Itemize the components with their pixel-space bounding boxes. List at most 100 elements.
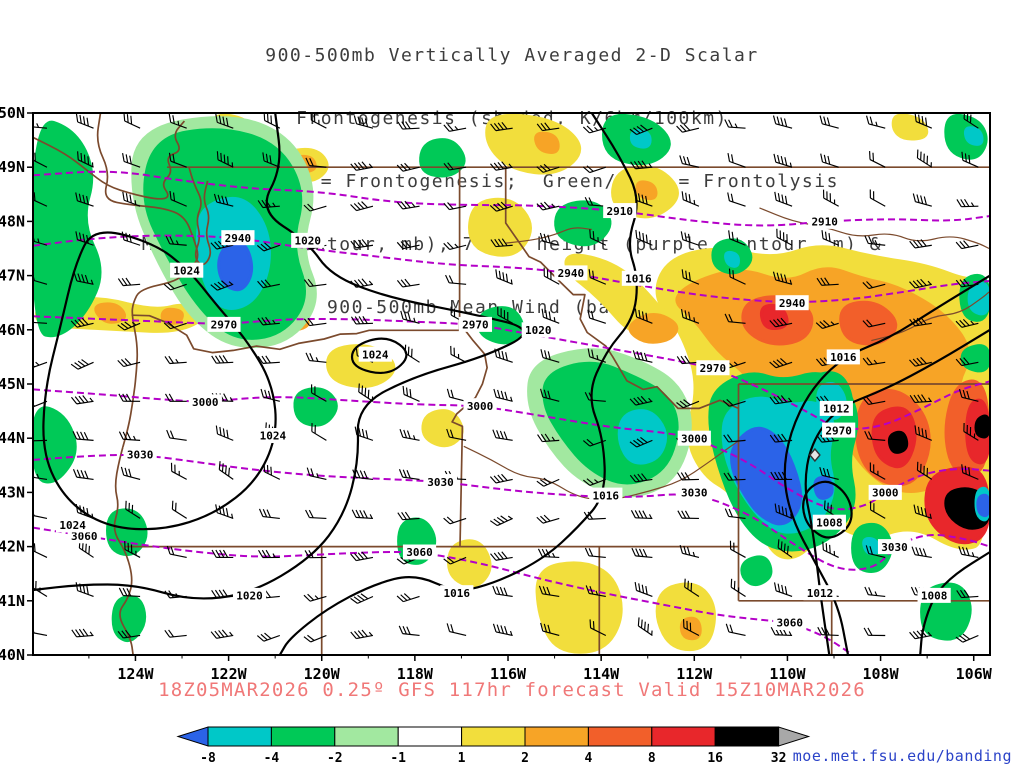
lat-tick-label: 50N [0,104,25,122]
wind-barb [396,162,420,172]
mslp-contour-label: 1012 [807,587,834,600]
wind-barb [729,540,746,558]
wind-barb [629,436,653,448]
wind-barb [769,395,793,405]
wind-barb [310,113,327,129]
wind-barb [961,464,979,480]
colorbar-tick-label: 2 [521,751,529,766]
wind-barb [446,623,467,637]
wind-barb [257,316,280,326]
height-contour-label-box [696,360,730,376]
height-contour-label: 2940 [779,297,806,310]
height-contour-label-box [603,203,637,219]
wind-barb [215,425,234,441]
mslp-contour-label-box [521,322,555,338]
height-contour-label: 3000 [467,400,494,413]
wind-barb [75,503,94,519]
wind-barb [166,545,187,559]
wind-barb [634,581,653,598]
wind-barb [211,355,234,364]
height-contour-label-box [808,213,842,229]
height-contour-label: 3030 [881,541,908,554]
wind-barb [727,192,746,207]
wind-barb [397,511,420,521]
wind-barb [70,359,94,370]
lat-tick-label: 46N [0,321,25,339]
wind-barb [955,633,979,643]
wind-barb [864,430,886,441]
wind-barb [584,392,606,402]
wind-barb [117,277,141,287]
mslp-contour-label: 1024 [59,519,86,532]
colorbar-left-arrow [176,726,209,747]
shaded-region-green [554,200,612,247]
height-contour-label: 2970 [211,319,238,332]
colorbar-tick-label: 1 [458,751,466,766]
wind-barb [443,123,467,132]
mslp-contour-label-box [358,346,392,362]
wind-barb [772,115,793,129]
wind-barb [122,153,141,168]
wind-barb [676,123,700,133]
colorbar-segment [397,726,463,747]
wind-barb [164,629,187,638]
colorbar-tick-label: 32 [771,751,787,766]
wind-barb [676,399,700,409]
mslp-contour-label-box [812,514,846,530]
colorbar-tick-label: 4 [584,751,592,766]
wind-barb [723,434,746,443]
wind-barb [820,153,839,168]
wind-barb [862,357,886,366]
mslp-contour-label: 1016 [593,489,620,502]
wind-barb [817,626,839,637]
wind-barb [303,203,327,212]
mslp-contour-label: 1024 [260,430,287,443]
wind-barb [676,355,699,365]
wind-barb [629,395,653,406]
wind-barb [536,163,560,173]
wind-barb [305,352,327,363]
wind-barb [632,350,653,363]
shaded-region-green [106,508,148,556]
colorbar-segment [587,726,653,747]
wind-barb [77,151,94,168]
mslp-contour-label: 1024 [173,264,200,277]
wind-barb [681,191,700,207]
wind-barb [629,124,653,136]
height-contour-label: 3030 [127,449,154,462]
credit-link[interactable]: moe.met.fsu.edu/banding [792,747,1012,765]
wind-barb [215,113,234,129]
wind-barb [263,463,281,480]
wind-barb [118,393,141,402]
wind-barb [543,267,560,285]
wind-barb [909,394,932,403]
height-contour-label-box [402,544,437,560]
shaded-region-black [974,414,990,439]
wind-barb [121,231,141,246]
mslp-contour-label: 1020 [525,324,552,337]
wind-barb [122,191,141,207]
height-contour-label: 3060 [71,530,98,543]
wind-barb [728,268,746,285]
wind-barb [169,191,187,207]
coastline [33,120,186,200]
wind-barb [680,309,700,324]
height-contour-label: 2910 [607,205,634,218]
shaded-region-orange [635,180,658,201]
wind-barb [589,619,607,637]
wind-barb [351,509,373,519]
lat-tick-label: 42N [0,538,25,556]
wind-barb [124,541,141,558]
wind-barb [677,472,699,481]
wind-barb [536,201,560,211]
wind-barb [170,462,187,480]
wind-barb [354,426,374,441]
wind-barb [303,278,327,287]
wind-barb [70,317,94,328]
wind-barb [33,543,48,558]
mslp-contour-label-box [55,517,90,533]
wind-barb [821,230,839,246]
mslp-contour-label-box [440,585,474,601]
